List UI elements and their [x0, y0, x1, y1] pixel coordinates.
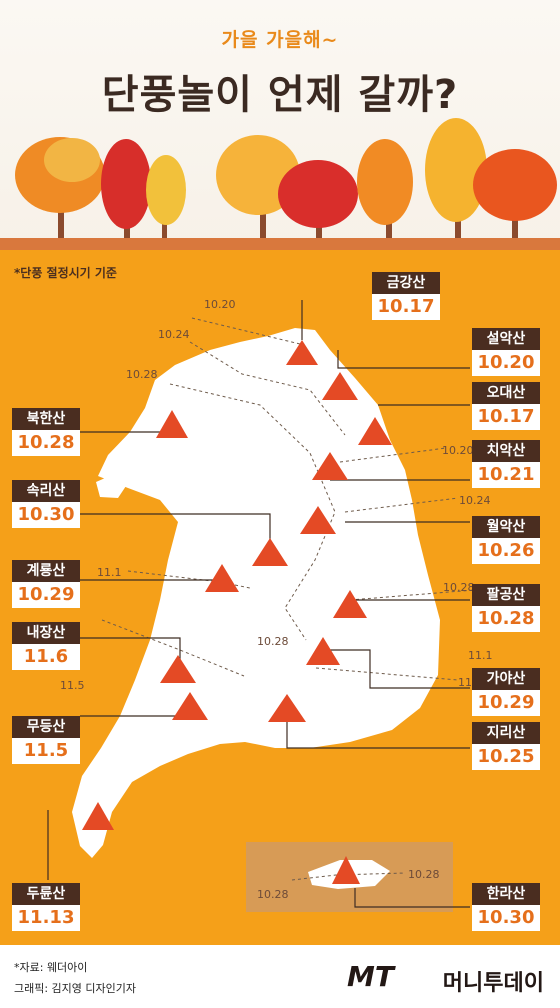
grass-strip [0, 238, 560, 252]
peak-note: *단풍 절정시기 기준 [14, 266, 117, 280]
mountain-label-mudeung: 무등산 11.5 [12, 716, 80, 764]
mountain-label-geumgang: 금강산 10.17 [372, 272, 440, 320]
maple-tree-icon-geumgang [286, 340, 318, 365]
peak-date: 11.13 [12, 905, 80, 931]
maple-tree-icon-duryun [82, 802, 114, 830]
maple-tree-icon-naejang [160, 655, 196, 683]
isoline-label: 11.1 [468, 649, 493, 662]
peak-date: 10.20 [472, 350, 540, 376]
isoline-label: 10.20 [442, 444, 474, 457]
maple-tree-icon-jiri [268, 694, 306, 722]
mountain-label-worak: 월악산 10.26 [472, 516, 540, 564]
peak-date: 10.29 [472, 690, 540, 716]
mountain-label-naejang: 내장산 11.6 [12, 622, 80, 670]
maple-tree-icon-seorak [322, 372, 358, 400]
mountain-name: 무등산 [12, 716, 80, 738]
graphic-credit: 그래픽: 김지영 디자인기자 [14, 982, 137, 995]
mountain-label-halla: 한라산 10.30 [472, 883, 540, 931]
mountain-name: 내장산 [12, 622, 80, 644]
mountain-name: 계룡산 [12, 560, 80, 582]
mountain-label-palgong: 팔공산 10.28 [472, 584, 540, 632]
peak-date: 11.6 [12, 644, 80, 670]
isoline-label: 10.28 [443, 581, 475, 594]
mountain-name: 한라산 [472, 883, 540, 905]
maple-tree-icon-bukhan [156, 410, 188, 438]
mountain-label-jiri: 지리산 10.25 [472, 722, 540, 770]
peak-date: 10.29 [12, 582, 80, 608]
mountain-name: 설악산 [472, 328, 540, 350]
maple-tree-icon-gaya [306, 637, 340, 665]
isoline-label: 10.28 [257, 635, 289, 648]
mountain-name: 오대산 [472, 382, 540, 404]
west-island [96, 475, 126, 498]
isoline-label: 11.1 [97, 566, 122, 579]
mountain-name: 북한산 [12, 408, 80, 430]
mountain-label-chiak: 치악산 10.21 [472, 440, 540, 488]
mountain-name: 월악산 [472, 516, 540, 538]
maple-tree-icon-worak [300, 506, 336, 534]
peak-date: 10.30 [472, 905, 540, 931]
page-title: 단풍놀이 언제 갈까? [101, 72, 459, 118]
mountain-label-songni: 속리산 10.30 [12, 480, 80, 528]
isoline-label: 11.5 [60, 679, 85, 692]
mountain-name: 가야산 [472, 668, 540, 690]
isoline-label: 10.24 [158, 328, 190, 341]
maple-tree-icon-halla [332, 856, 360, 884]
mountain-label-seorak: 설악산 10.20 [472, 328, 540, 376]
tree-crowns [15, 118, 557, 229]
peak-date: 10.25 [472, 744, 540, 770]
korea-mainland-map [72, 328, 440, 858]
autumn-trees-illustration [15, 118, 557, 240]
maple-tree-icon-odae [358, 417, 392, 445]
mountain-label-odae: 오대산 10.17 [472, 382, 540, 430]
maple-tree-markers [82, 340, 392, 884]
mountain-label-bukhan: 북한산 10.28 [12, 408, 80, 456]
peak-date: 10.17 [372, 294, 440, 320]
subtitle: 가을 가을해~ [221, 29, 339, 51]
isoline-label: 10.20 [204, 298, 236, 311]
maple-tree-icon-songni [252, 538, 288, 566]
maple-tree-icon-gyeryong [205, 564, 239, 592]
isoline-label: 10.28 [408, 868, 440, 881]
peak-date: 10.21 [472, 462, 540, 488]
brand-name: 머니투데이 [442, 971, 544, 996]
source-credit: *자료: 웨더아이 [14, 961, 88, 974]
peak-date: 11.5 [12, 738, 80, 764]
maple-tree-icon-chiak [312, 452, 348, 480]
mt-logo: MT [347, 960, 394, 993]
maple-tree-icon-mudeung [172, 692, 208, 720]
peak-date: 10.30 [12, 502, 80, 528]
isoline-label: 10.28 [257, 888, 289, 901]
footer [0, 945, 560, 1008]
mountain-label-gyeryong: 계룡산 10.29 [12, 560, 80, 608]
mountain-name: 치악산 [472, 440, 540, 462]
mountain-name: 속리산 [12, 480, 80, 502]
label-connectors [47, 300, 470, 908]
peak-date: 10.17 [472, 404, 540, 430]
peak-date: 10.28 [472, 606, 540, 632]
peak-date: 10.28 [12, 430, 80, 456]
peak-date: 10.26 [472, 538, 540, 564]
maple-tree-icon-palgong [333, 590, 367, 618]
mountain-name: 지리산 [472, 722, 540, 744]
mountain-name: 팔공산 [472, 584, 540, 606]
mountain-name: 금강산 [372, 272, 440, 294]
header-area: 가을 가을해~ 단풍놀이 언제 갈까? [0, 0, 560, 250]
isoline-label: 10.24 [459, 494, 491, 507]
mountain-label-duryun: 두륜산 11.13 [12, 883, 80, 931]
mountain-name: 두륜산 [12, 883, 80, 905]
isoline-label: 10.28 [126, 368, 158, 381]
mountain-label-gaya: 가야산 10.29 [472, 668, 540, 716]
